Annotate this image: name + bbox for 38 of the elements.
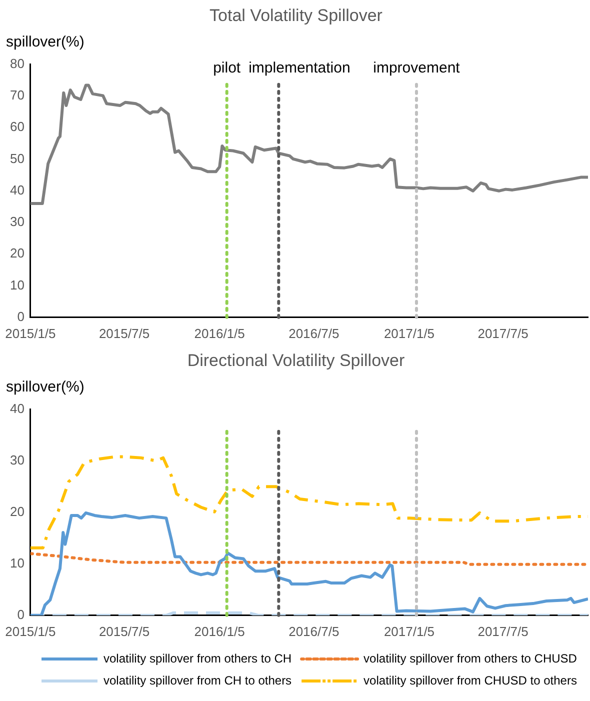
y-axis-title: spillover(%) bbox=[6, 378, 84, 396]
legend-label: volatility spillover from others to CH bbox=[104, 651, 292, 666]
chart-title: Total Volatility Spillover bbox=[210, 6, 383, 25]
x-tick-label: 2015/7/5 bbox=[98, 624, 150, 639]
legend-label: volatility spillover from CH to others bbox=[104, 673, 292, 688]
x-tick-label: 2017/7/5 bbox=[478, 326, 528, 341]
y-tick-label: 40 bbox=[10, 400, 24, 416]
line-series bbox=[30, 552, 588, 566]
legend-label: volatility spillover from others to CHUSD bbox=[364, 651, 578, 666]
chart-title: Directional Volatility Spillover bbox=[187, 350, 405, 370]
y-tick-label: 30 bbox=[10, 214, 24, 230]
ref-line-label: improvement bbox=[373, 60, 461, 77]
y-tick-label: 30 bbox=[10, 452, 24, 468]
y-tick-label: 70 bbox=[10, 88, 24, 103]
x-tick-label: 2016/7/5 bbox=[288, 624, 340, 639]
x-tick-label: 2015/7/5 bbox=[98, 326, 150, 341]
x-tick-label: 2016/7/5 bbox=[288, 326, 340, 341]
y-tick-label: 0 bbox=[17, 606, 24, 622]
x-tick-label: 2016/1/5 bbox=[194, 624, 245, 639]
ref-line-label: implementation bbox=[248, 60, 350, 77]
legend-label: volatility spillover from CHUSD to others bbox=[364, 673, 577, 688]
y-axis-title: spillover(%) bbox=[6, 34, 84, 51]
x-tick-label: 2017/1/5 bbox=[384, 326, 435, 341]
y-tick-label: 40 bbox=[10, 182, 24, 198]
y-tick-label: 20 bbox=[10, 504, 24, 519]
x-tick-label: 2015/1/5 bbox=[5, 624, 56, 639]
y-tick-label: 10 bbox=[10, 555, 24, 570]
x-tick-label: 2016/1/5 bbox=[194, 326, 245, 341]
x-tick-label: 2017/7/5 bbox=[478, 624, 528, 639]
ref-line-label: pilot bbox=[213, 60, 242, 77]
y-tick-label: 60 bbox=[10, 119, 24, 134]
y-tick-label: 0 bbox=[17, 308, 24, 324]
x-tick-label: 2015/1/5 bbox=[5, 326, 56, 341]
y-tick-label: 10 bbox=[10, 277, 24, 292]
y-tick-label: 50 bbox=[10, 150, 24, 166]
y-tick-label: 80 bbox=[10, 56, 24, 71]
y-tick-label: 20 bbox=[10, 246, 24, 261]
x-tick-label: 2017/1/5 bbox=[384, 624, 435, 639]
